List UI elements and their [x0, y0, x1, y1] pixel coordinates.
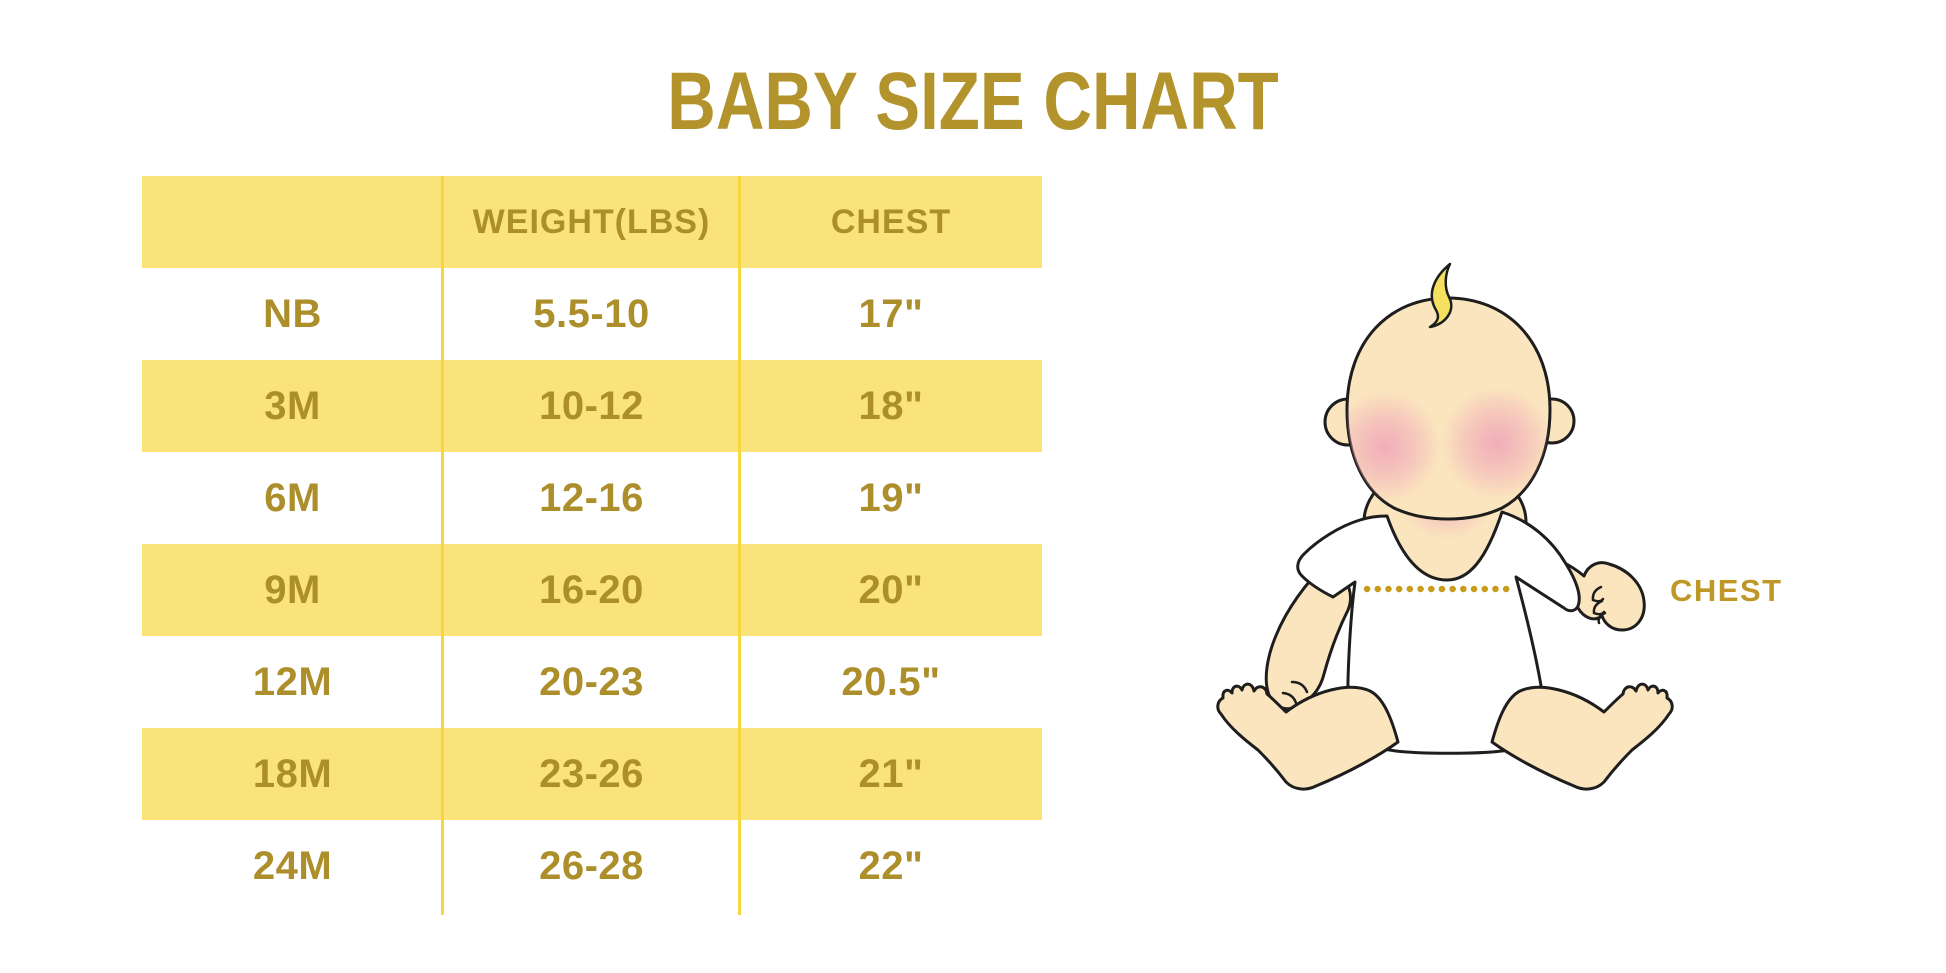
header-size: [142, 176, 443, 268]
table-row: 24M 26-28 22": [142, 820, 1042, 912]
baby-head: [1323, 262, 1576, 521]
table-row: 12M 20-23 20.5": [142, 636, 1042, 728]
cell-size: 12M: [252, 659, 333, 704]
header-chest: CHEST: [830, 202, 952, 241]
table-row: 18M 23-26 21": [142, 728, 1042, 820]
page-title: BABY SIZE CHART: [667, 56, 1279, 147]
cell-size: 24M: [252, 843, 333, 888]
table-row: 6M 12-16 19": [142, 452, 1042, 544]
cell-weight: 12-16: [539, 475, 644, 520]
cell-size: 18M: [252, 751, 333, 796]
size-chart-table: WEIGHT(LBS) CHEST NB 5.5-10 17" 3M 10-12 18" 6…: [142, 176, 1042, 915]
cell-weight: 26-28: [539, 843, 644, 888]
cell-size: NB: [263, 291, 322, 336]
baby-illustration: [1216, 262, 1674, 791]
cell-size: 3M: [264, 383, 321, 428]
cell-chest: 22": [858, 843, 924, 888]
column-divider-2: [738, 176, 741, 915]
cell-weight: 16-20: [539, 567, 644, 612]
table-row: NB 5.5-10 17": [142, 268, 1042, 360]
baby-leg-left: [1216, 682, 1400, 791]
cell-size: 9M: [264, 567, 321, 612]
table-row: 9M 16-20 20": [142, 544, 1042, 636]
cell-chest: 18": [858, 383, 924, 428]
size-table-rows: NB 5.5-10 17" 3M 10-12 18" 6M 12-16 19" 9M 16-20 20…: [142, 268, 1042, 912]
baby-leg-right: [1490, 682, 1674, 791]
column-divider-1: [441, 176, 444, 915]
cell-chest: 17": [858, 291, 924, 336]
cell-weight: 23-26: [539, 751, 644, 796]
cell-weight: 5.5-10: [533, 291, 650, 336]
table-row: 3M 10-12 18": [142, 360, 1042, 452]
cell-chest: 21": [858, 751, 924, 796]
cell-weight: 20-23: [539, 659, 644, 704]
cell-chest: 20.5": [841, 659, 941, 704]
cell-size: 6M: [264, 475, 321, 520]
cell-chest: 19": [858, 475, 924, 520]
cell-weight: 10-12: [539, 383, 644, 428]
header-weight: WEIGHT(LBS): [472, 202, 711, 241]
chest-label: CHEST: [1670, 573, 1783, 608]
cell-chest: 20": [858, 567, 924, 612]
table-header-row: WEIGHT(LBS) CHEST: [142, 176, 1042, 268]
baby-hair-curl: [1428, 262, 1453, 329]
